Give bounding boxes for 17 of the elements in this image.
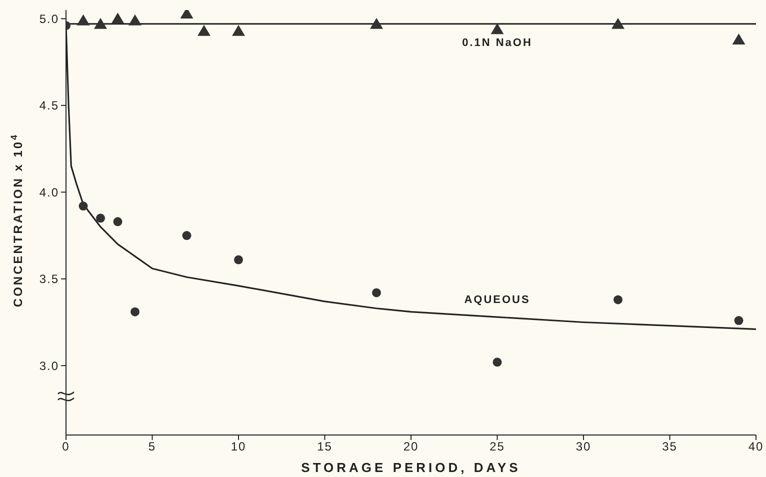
series-label: 0.1N NaOH (462, 36, 532, 49)
y-tick-label: 4.5 (39, 98, 59, 113)
y-tick-label: 5.0 (39, 12, 59, 26)
x-tick-label: 30 (576, 440, 592, 454)
x-tick-label: 5 (148, 440, 156, 454)
series-label: AQUEOUS (464, 294, 530, 306)
y-tick-label: 3.5 (39, 272, 59, 286)
y-tick-label: 4.0 (39, 185, 59, 200)
x-tick-label: 20 (403, 440, 419, 454)
x-tick-label: 25 (490, 440, 505, 454)
x-tick-label: 15 (317, 440, 332, 454)
x-axis-title: STORAGE PERIOD, DAYS (301, 460, 521, 475)
x-tick-label: 10 (230, 440, 246, 454)
y-tick-label: 3.0 (39, 358, 59, 373)
x-tick-label: 0 (62, 440, 70, 454)
x-tick-label: 35 (662, 440, 678, 454)
x-tick-label: 40 (748, 440, 764, 454)
